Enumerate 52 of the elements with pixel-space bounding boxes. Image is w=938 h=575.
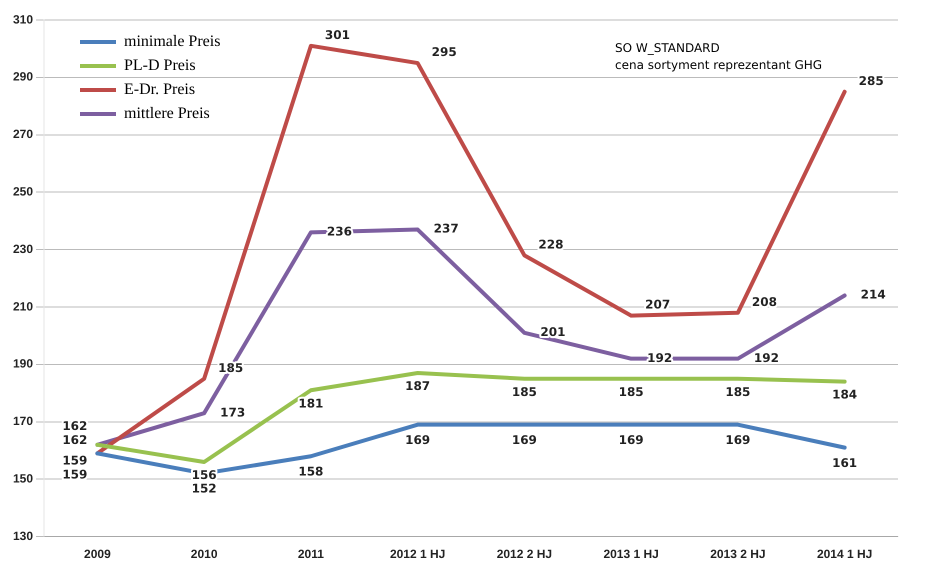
data-label: 185 [618,384,644,399]
data-label: 162 [62,432,88,447]
data-label: 187 [405,379,430,394]
y-tick-label: 310 [12,12,34,26]
data-label: 185 [512,384,537,399]
y-tick-label: 290 [12,70,34,84]
y-tick-label: 150 [12,472,34,486]
y-tick-label: 230 [12,242,34,256]
data-label: 295 [432,45,457,60]
data-label: 158 [298,464,324,478]
data-label: 169 [618,432,644,447]
y-tick-label: 210 [12,299,34,314]
data-label: 162 [62,418,88,433]
data-label: 214 [860,288,886,302]
data-label: 169 [405,432,430,447]
legend-label: mittlere Preis [124,105,210,123]
x-tick-label: 2012 1 HJ [390,547,446,562]
data-label: 181 [298,396,324,410]
data-label: 285 [858,74,884,88]
x-tick-label: 2011 [298,547,324,562]
legend-label: E-Dr. Preis [124,81,196,99]
data-label: 207 [645,298,670,312]
data-label: 301 [324,28,350,42]
data-label: 185 [725,384,750,399]
x-tick-label: 2013 1 HJ [603,547,659,562]
data-label: 159 [62,453,88,468]
data-label: 192 [754,350,779,365]
data-label: 152 [192,482,217,496]
x-tick-label: 2009 [84,547,112,562]
annotation: SO W_STANDARD [615,40,721,57]
data-label: 161 [832,456,858,470]
x-tick-label: 2013 2 HJ [710,547,766,562]
y-tick-label: 170 [12,414,34,428]
y-tick-label: 130 [12,528,34,543]
data-label: 173 [220,405,246,420]
x-tick-label: 2014 1 HJ [816,547,872,562]
legend-label: minimale Preis [124,33,220,51]
y-tick-label: 270 [12,127,34,142]
data-label: 159 [62,467,88,482]
data-label: 208 [752,294,777,309]
data-label: 184 [832,388,858,402]
data-label: 169 [725,432,750,447]
data-label: 169 [512,432,537,447]
x-tick-label: 2010 [190,547,218,562]
legend-label: PL-D Preis [124,57,196,75]
data-label: 237 [434,222,459,236]
y-tick-label: 250 [12,184,34,199]
y-tick-label: 190 [12,356,34,371]
data-label: 228 [538,237,564,252]
data-label: 201 [540,324,566,339]
x-tick-label: 2012 2 HJ [496,547,552,562]
annotation: cena sortyment reprezentant GHG [615,57,822,74]
